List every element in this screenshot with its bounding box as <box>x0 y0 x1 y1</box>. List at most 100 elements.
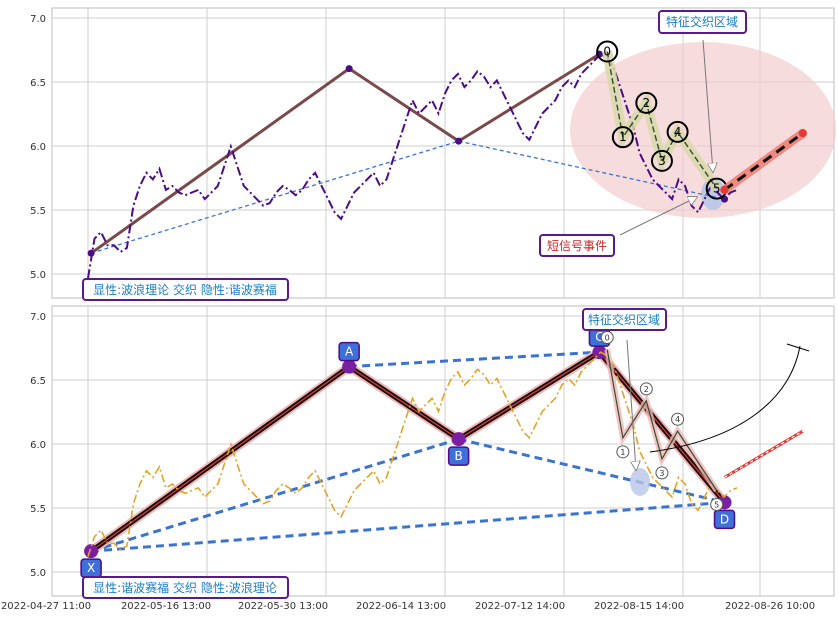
projection-arc <box>649 345 801 453</box>
leg-center <box>90 366 350 552</box>
y-tick-label: 7.0 <box>30 14 46 25</box>
y-tick-label: 6.0 <box>30 142 46 153</box>
bd-dashed <box>458 140 725 200</box>
leg-center <box>458 351 600 440</box>
y-tick-label: 5.5 <box>30 206 46 217</box>
x-tick-label: 2022-06-14 13:00 <box>356 601 446 612</box>
bottom-wave-lines: 0 1 2 3 4 5 <box>600 331 724 512</box>
pattern-point-label: X <box>87 561 95 575</box>
wave-marker <box>710 498 724 512</box>
bc-leg <box>457 52 601 143</box>
short-signal-arrow <box>619 197 697 236</box>
projection-start <box>720 185 729 194</box>
projection-line <box>723 132 804 192</box>
pattern-point-label: B <box>455 449 463 463</box>
y-tick-label: 7.0 <box>30 312 46 323</box>
bottom-overlay-text: 显性:谐波赛福 交织 隐性:波浪理论 <box>93 580 277 595</box>
wave-marker-label: 2 <box>642 96 650 110</box>
wave-path <box>606 349 718 491</box>
x-tick-label: 2022-05-16 13:00 <box>121 601 211 612</box>
pattern-point-badge <box>338 341 360 362</box>
harmonic-point <box>345 65 353 73</box>
y-tick-label: 6.5 <box>30 78 46 89</box>
y-tick-label: 5.0 <box>30 270 46 281</box>
bottom-price-series <box>87 351 738 557</box>
top-feature-zone-text: 特征交织区域 <box>666 14 738 29</box>
bottom-grid <box>52 306 834 596</box>
wave-marker-label: 4 <box>674 125 682 139</box>
pattern-point-badge <box>447 446 470 466</box>
wave-marker-label: 5 <box>714 501 719 510</box>
ab-leg <box>348 67 460 143</box>
wave-marker <box>671 412 685 426</box>
bottom-feature-zone-label: 特征交织区域 <box>582 308 667 331</box>
wave-marker <box>616 445 630 459</box>
wave-marker <box>600 331 614 344</box>
top-price-series <box>87 52 738 279</box>
bd-dashed <box>458 437 725 504</box>
short-signal-text: 短信号事件 <box>547 239 607 253</box>
y-tick-label: 5.0 <box>30 568 46 579</box>
y-tick-label: 5.5 <box>30 504 46 515</box>
short-signal-label: 短信号事件 <box>539 234 615 257</box>
bottom-plot-frame <box>51 305 835 597</box>
x-tick-label: 2022-05-30 13:00 <box>238 601 328 612</box>
bottom-projection <box>723 429 804 479</box>
wave-marker <box>611 126 634 149</box>
bottom-feature-zone-text: 特征交织区域 <box>588 312 660 327</box>
bottom-feature-zone-arrow <box>626 339 636 470</box>
wave-marker <box>639 382 653 396</box>
pattern-point-badge <box>713 509 736 530</box>
y-tick-label: 6.5 <box>30 376 46 387</box>
wave-marker <box>655 466 669 480</box>
top-feature-zone-label: 特征交织区域 <box>658 10 747 34</box>
bottom-overlay-label: 显性:谐波赛福 交织 隐性:波浪理论 <box>82 576 289 599</box>
wave-marker-label: 4 <box>675 415 680 424</box>
projection-arc-cap <box>786 343 810 352</box>
ac-dashed <box>349 350 600 369</box>
x-tick-label: 2022-08-15 14:00 <box>594 601 684 612</box>
pattern-point <box>342 359 357 374</box>
bottom-panel: 5.0 5.5 6.0 6.5 7.0 2022-04-27 11:00 2022-05-… <box>1 305 835 612</box>
xa-leg <box>90 67 351 255</box>
wave-marker-label: 1 <box>620 448 625 457</box>
wave-marker-label: 3 <box>658 154 666 168</box>
wave-marker-label: 1 <box>619 130 627 144</box>
top-overlay-text: 显性:波浪理论 交织 隐性:谐波赛福 <box>93 282 277 297</box>
harmonic-point <box>455 137 463 145</box>
leg-center <box>598 351 725 503</box>
top-projection <box>720 128 808 195</box>
wave-marker <box>666 120 689 143</box>
xb-dashed <box>90 140 459 254</box>
x-tick-label: 2022-07-12 14:00 <box>475 601 565 612</box>
top-overlay-label: 显性:波浪理论 交织 隐性:谐波赛福 <box>82 278 289 301</box>
bottom-y-ticks: 5.0 5.5 6.0 6.5 7.0 <box>30 312 46 579</box>
wave-marker-label: 0 <box>605 334 610 343</box>
pattern-point <box>84 544 99 559</box>
projection-end <box>798 129 807 138</box>
x-tick-label: 2022-08-26 10:00 <box>725 601 815 612</box>
projection-line <box>723 429 804 479</box>
feature-zone-ellipse <box>570 42 836 218</box>
bottom-signal-highlight <box>630 468 650 496</box>
pattern-point <box>451 432 466 447</box>
top-y-ticks: 5.0 5.5 6.0 6.5 7.0 <box>30 14 46 281</box>
pattern-point-label: A <box>345 345 354 359</box>
wave-marker-label: 5 <box>713 182 721 196</box>
wave-marker <box>635 91 658 114</box>
y-tick-label: 6.0 <box>30 440 46 451</box>
wave-marker-label: 0 <box>603 45 611 59</box>
harmonic-point <box>87 249 95 257</box>
xd-dashed <box>90 500 725 553</box>
wave-path <box>606 51 718 189</box>
wave-marker-label: 3 <box>659 469 664 478</box>
wave-marker <box>596 40 619 63</box>
x-tick-label: 2022-04-27 11:00 <box>1 601 91 612</box>
top-panel: 5.0 5.5 6.0 6.5 7.0 0 1 2 3 4 5 特征交织区域 短信号事件 显性:波… <box>30 7 836 301</box>
leg-center <box>348 366 459 440</box>
wave-marker-label: 2 <box>644 385 649 394</box>
pattern-point <box>592 345 607 360</box>
pattern-point-label: D <box>720 512 729 526</box>
wave-marker <box>650 149 673 172</box>
